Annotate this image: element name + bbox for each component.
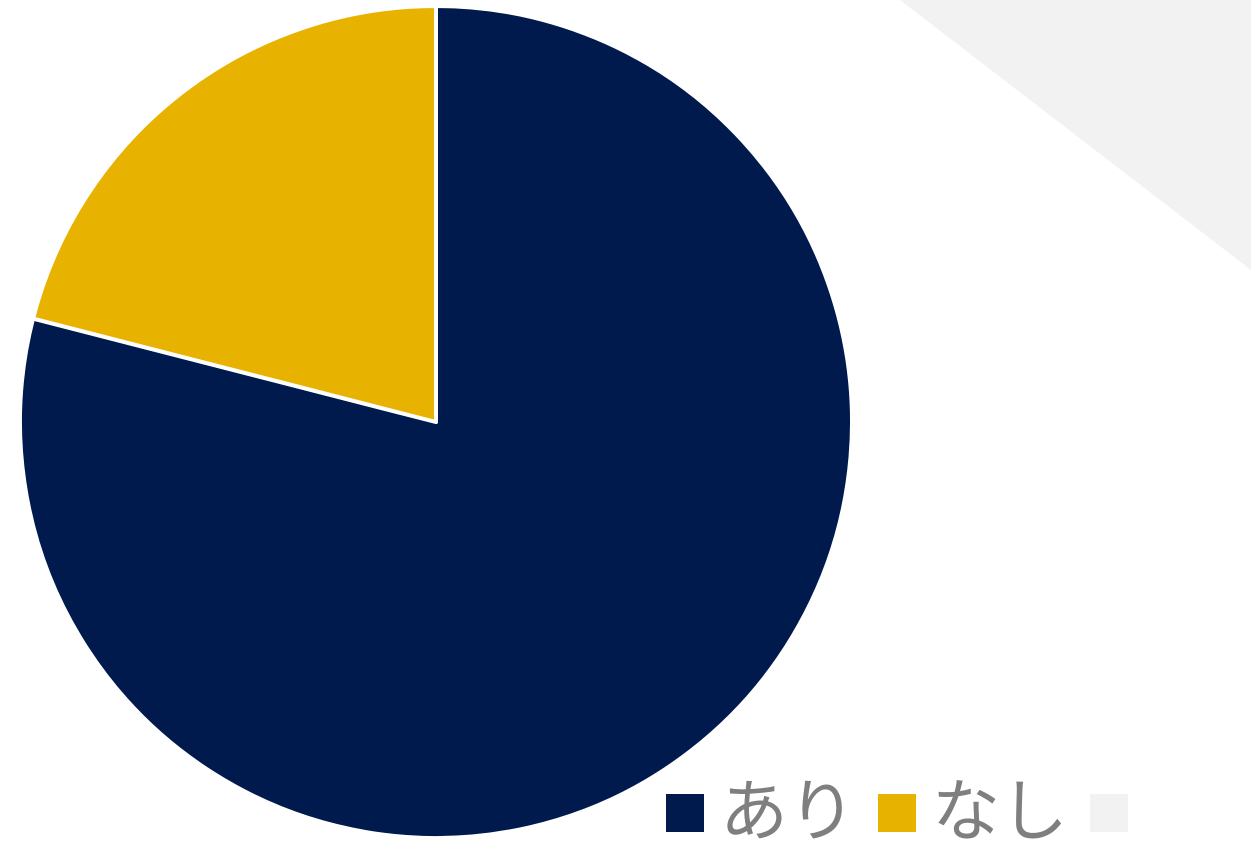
legend-label-nashi: なし — [932, 773, 1069, 852]
background-band — [900, 0, 1251, 270]
legend-label-ari: あり — [720, 773, 857, 852]
legend-swatch-third — [1090, 794, 1129, 832]
legend-item-ari: あり — [666, 779, 856, 847]
pie-slice-1 — [31, 4, 438, 424]
legend-swatch-nashi — [878, 794, 917, 832]
legend-swatch-ari — [666, 794, 704, 832]
legend: あり なし — [666, 778, 1166, 848]
legend-item-nashi: なし — [878, 779, 1068, 847]
pie-slice-0 — [18, 4, 854, 840]
legend-item-third — [1090, 794, 1144, 832]
